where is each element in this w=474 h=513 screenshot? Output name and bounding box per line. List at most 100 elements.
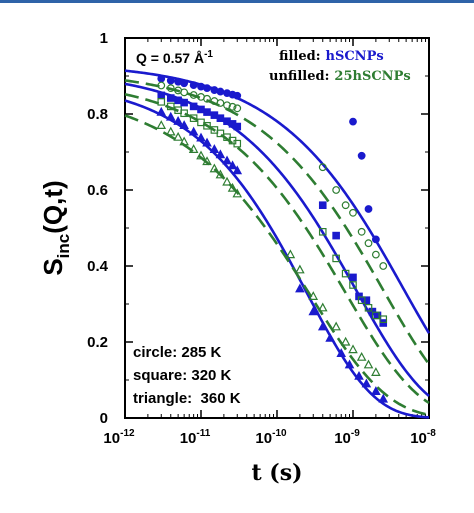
data-point-triangle: [363, 359, 374, 369]
data-point-square: [362, 296, 371, 305]
data-point-triangle: [215, 169, 226, 179]
data-point-square: [364, 304, 373, 312]
temperature-notes: circle: 285 K square: 320 K triangle: 36…: [133, 344, 241, 407]
data-point-triangle: [348, 344, 358, 354]
data-point-triangle: [227, 182, 238, 192]
data-point-square: [233, 122, 242, 131]
data-point-triangle: [179, 120, 189, 129]
data-point-triangle: [188, 126, 199, 136]
data-point-circle: [189, 91, 198, 99]
fit-curve-filled: [124, 69, 431, 334]
data-point-triangle: [232, 188, 243, 198]
data-point-square: [216, 129, 225, 138]
x-tick-labels: 10-12 10-11 10-10 10-9 10-8: [103, 428, 436, 447]
data-point-triangle: [344, 359, 355, 369]
data-point-triangle: [340, 336, 351, 346]
legend: filled: hSCNPs unfilled: 25hSCNPs: [269, 49, 411, 84]
y-tick-labels: 0 0.2 0.4 0.6 0.8 1: [87, 30, 109, 427]
data-point-square: [189, 114, 198, 122]
data-point-square: [166, 94, 175, 102]
y-tick-label: 0.6: [87, 182, 108, 199]
data-point-triangle: [202, 137, 212, 147]
data-point-triangle: [202, 156, 212, 166]
data-point-square: [203, 108, 211, 116]
x-tick-label: 10-10: [255, 428, 287, 447]
x-tick-label: 10-9: [334, 428, 360, 447]
axis-ticks: [124, 37, 430, 419]
data-point-triangle: [356, 351, 367, 361]
data-point-square: [166, 102, 175, 111]
data-point-triangle: [209, 144, 220, 153]
data-point-square: [357, 296, 366, 305]
fit-curve-unfilled: [124, 93, 430, 405]
fit-curve-unfilled: [124, 79, 431, 365]
data-point-triangle: [173, 131, 183, 141]
data-point-square: [372, 311, 380, 320]
data-point-triangle: [295, 283, 305, 293]
legend-filled: filled: hSCNPs: [279, 49, 384, 64]
x-axis-label: t (s): [251, 460, 302, 486]
data-point-square: [180, 109, 188, 118]
y-tick-label: 0.2: [87, 334, 108, 351]
data-point-circle: [180, 79, 189, 88]
data-point-circle: [216, 87, 225, 96]
top-border: [0, 0, 474, 3]
data-point-circle: [189, 81, 198, 90]
data-point-triangle: [325, 332, 335, 342]
data-point-square: [203, 121, 211, 130]
data-point-circle: [341, 201, 350, 210]
data-point-circle: [233, 104, 242, 113]
data-point-triangle: [354, 370, 364, 380]
data-point-triangle: [209, 163, 220, 173]
data-point-circle: [318, 163, 327, 172]
data-point-triangle: [378, 393, 389, 403]
data-point-triangle: [317, 302, 328, 312]
x-tick-label: 10-8: [410, 428, 436, 447]
data-point-triangle: [196, 132, 206, 142]
y-tick-label: 0.4: [87, 258, 109, 275]
data-point-circle: [203, 84, 211, 93]
data-point-triangle: [173, 115, 183, 125]
data-point-triangle: [156, 106, 167, 116]
data-point-circle: [233, 91, 242, 100]
data-points: [156, 74, 389, 403]
data-point-square: [233, 139, 242, 148]
data-point-triangle: [227, 160, 238, 170]
data-point-circle: [332, 186, 341, 194]
data-point-circle: [157, 81, 166, 90]
data-point-square: [318, 201, 327, 210]
data-point-square: [318, 228, 327, 236]
y-tick-label: 1: [100, 30, 108, 47]
data-point-triangle: [295, 264, 305, 274]
data-point-triangle: [331, 321, 341, 331]
data-point-triangle: [179, 136, 189, 146]
data-point-circle: [166, 84, 175, 93]
data-point-square: [157, 98, 166, 106]
data-point-triangle: [215, 149, 226, 159]
data-point-circle: [357, 227, 366, 236]
data-point-triangle: [222, 176, 232, 186]
x-tick-label: 10-11: [180, 428, 211, 447]
data-point-square: [216, 114, 225, 122]
x-tick-label: 10-12: [103, 428, 135, 447]
data-point-circle: [349, 117, 357, 126]
data-point-circle: [228, 102, 237, 111]
data-point-square: [349, 273, 357, 282]
data-point-square: [349, 281, 357, 289]
data-point-circle: [364, 239, 373, 248]
data-point-square: [189, 102, 198, 111]
data-point-triangle: [285, 249, 296, 259]
fit-curves: [124, 69, 431, 419]
data-point-triangle: [308, 306, 319, 316]
data-point-circle: [166, 76, 175, 85]
y-tick-label: 0: [100, 410, 108, 427]
data-point-triangle: [156, 120, 167, 129]
data-point-circle: [364, 205, 373, 213]
data-point-square: [180, 98, 188, 107]
data-point-triangle: [165, 126, 176, 136]
data-point-circle: [180, 88, 189, 97]
temperature-note-circle: circle: 285 K: [133, 344, 222, 361]
data-point-triangle: [361, 378, 372, 388]
data-point-triangle: [308, 291, 319, 300]
